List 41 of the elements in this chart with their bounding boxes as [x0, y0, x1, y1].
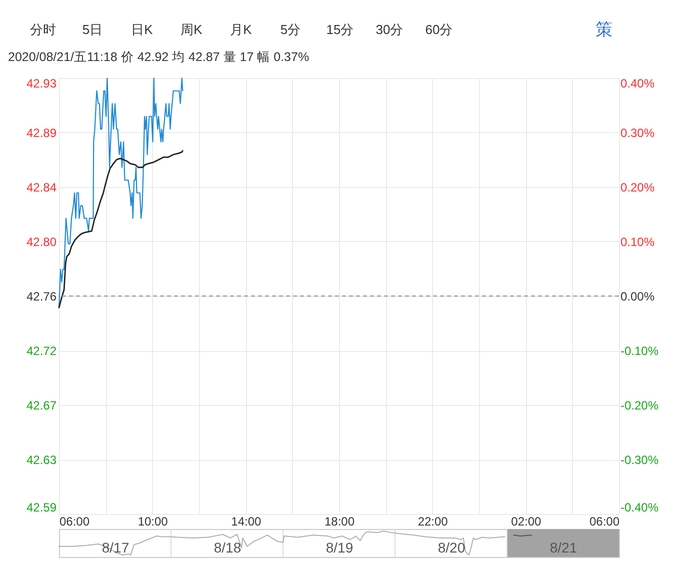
text: 周K: [180, 22, 203, 37]
y-tick-label: 42.89: [26, 126, 57, 140]
text: 5日: [82, 22, 103, 37]
x-tick-label: 8/20: [438, 540, 466, 556]
y2-tick-label: 0.30%: [620, 126, 655, 140]
y-tick-label: 42.63: [26, 453, 57, 468]
chart-title: 2020/08/21/五11:18 价 42.92 均 42.87 量 17 幅 0.37%: [8, 50, 310, 64]
y-tick-label: 42.67: [26, 398, 57, 412]
y2-tick-label: 0.00%: [620, 290, 655, 304]
text: 策: [596, 20, 612, 39]
x-tick-label: 06:00: [60, 514, 90, 528]
y2-tick-label: -0.30%: [620, 453, 659, 467]
y-tick-label: 42.84: [26, 180, 57, 194]
y-tick-label: 42.93: [26, 76, 57, 90]
y2-tick-label: -0.20%: [620, 398, 659, 412]
x-tick-label: 8/19: [326, 540, 354, 556]
y-tick-label: 42.76: [26, 290, 57, 304]
y2-tick-label: 0.40%: [620, 76, 655, 90]
text: 60分: [425, 22, 453, 37]
text: 15分: [326, 22, 354, 37]
x-tick-label: 8/21: [550, 540, 578, 556]
x-tick-label: 02:00: [511, 514, 542, 528]
y-tick-label: 42.80: [26, 234, 57, 249]
x-tick-label: 06:00: [589, 514, 620, 528]
text: 月K: [230, 22, 252, 37]
y-tick-label: 42.59: [26, 500, 57, 514]
x-tick-label: 14:00: [231, 514, 262, 528]
x-tick-label: 8/18: [214, 540, 242, 556]
text: 5分: [280, 22, 301, 37]
text: 分时: [30, 22, 56, 37]
x-tick-label: 8/17: [102, 540, 130, 556]
x-tick-label: 18:00: [324, 514, 355, 528]
text: 30分: [376, 22, 404, 37]
y-tick-label: 42.72: [26, 344, 57, 358]
x-tick-label: 10:00: [138, 514, 168, 528]
y2-tick-label: 0.20%: [620, 180, 655, 194]
y2-tick-label: -0.40%: [620, 500, 659, 514]
x-tick-label: 22:00: [418, 514, 448, 528]
text: 日K: [131, 22, 154, 37]
y2-tick-label: 0.10%: [620, 235, 655, 249]
y2-tick-label: -0.10%: [620, 344, 659, 358]
